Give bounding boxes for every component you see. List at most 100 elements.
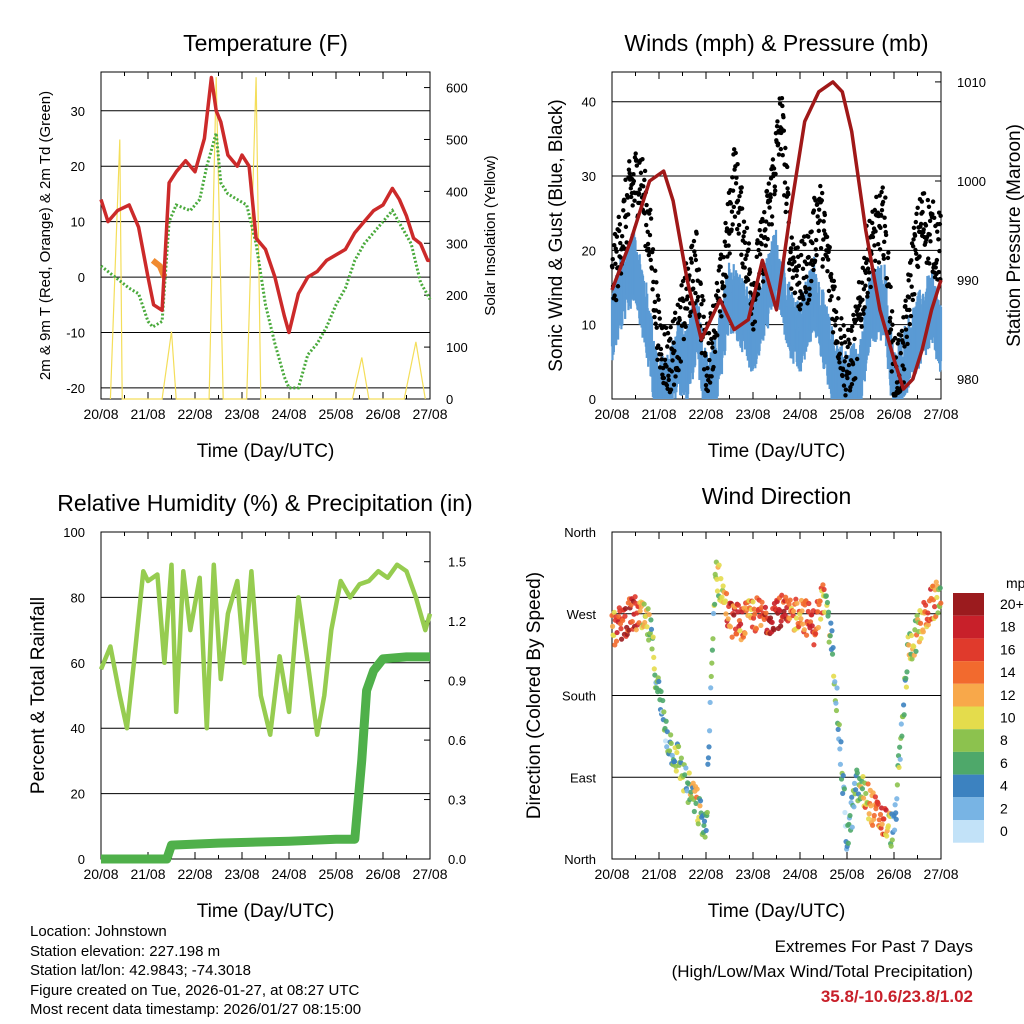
- temp-ylabel-left: 2m & 9m T (Red, Orange) & 2m Td (Green): [37, 91, 54, 380]
- gust-point: [877, 193, 882, 198]
- gust-point: [810, 240, 815, 246]
- gust-point: [908, 313, 914, 319]
- direction-point: [935, 610, 941, 616]
- extremes-subtitle: (High/Low/Max Wind/Total Precipitation): [671, 962, 973, 981]
- gust-point: [755, 238, 760, 243]
- gust-point: [831, 278, 837, 284]
- gust-point: [665, 386, 670, 392]
- direction-point: [898, 721, 904, 727]
- gust-point: [788, 246, 794, 251]
- direction-point: [648, 626, 655, 632]
- direction-point: [663, 718, 669, 724]
- temp-y2tick-label: 100: [446, 340, 468, 355]
- direction-point: [750, 599, 756, 605]
- gust-point: [927, 218, 933, 224]
- gust-point: [727, 251, 732, 256]
- gust-point: [933, 265, 938, 270]
- direction-point: [851, 780, 858, 786]
- direction-point: [903, 675, 909, 682]
- gust-point: [652, 299, 658, 305]
- dir-ytick-label: West: [567, 607, 597, 622]
- gust-point: [892, 335, 898, 341]
- direction-point: [829, 628, 835, 634]
- gust-point: [671, 340, 676, 345]
- gust-point: [937, 248, 942, 254]
- direction-point: [866, 816, 872, 822]
- gust-point: [811, 208, 817, 213]
- gust-point: [885, 255, 891, 261]
- gust-point: [926, 204, 932, 209]
- temp-xtick-label: 27/08: [412, 406, 447, 422]
- gust-point: [876, 241, 881, 247]
- gust-point: [783, 209, 788, 215]
- direction-point: [632, 594, 638, 600]
- gust-point: [692, 253, 698, 258]
- gust-point: [880, 185, 885, 190]
- direction-point: [793, 596, 799, 602]
- gust-point: [767, 198, 773, 204]
- gust-point: [678, 359, 684, 364]
- gust-point: [681, 298, 686, 304]
- gust-point: [668, 324, 673, 330]
- gust-point: [820, 257, 826, 262]
- gust-point: [746, 247, 751, 252]
- direction-point: [794, 600, 800, 606]
- gust-point: [889, 369, 894, 374]
- gust-point: [857, 303, 862, 308]
- gust-point: [779, 96, 785, 101]
- gust-point: [930, 211, 935, 217]
- gust-point: [718, 264, 723, 270]
- direction-point: [849, 824, 855, 830]
- gust-point: [695, 294, 701, 300]
- gust-point: [648, 257, 653, 263]
- direction-point: [731, 612, 737, 618]
- direction-point: [868, 803, 874, 809]
- direction-point: [628, 602, 634, 608]
- direction-point: [838, 739, 844, 745]
- direction-point: [851, 804, 857, 810]
- temp-xtick-label: 22/08: [177, 406, 212, 422]
- gust-point: [722, 239, 727, 244]
- direction-point: [824, 599, 831, 606]
- direction-point: [742, 630, 748, 637]
- gust-point: [798, 252, 804, 258]
- direction-point: [912, 627, 918, 633]
- gust-point: [781, 115, 786, 120]
- direction-point: [723, 611, 729, 617]
- direction-point: [656, 678, 662, 685]
- gust-point: [616, 228, 622, 234]
- gust-point: [730, 188, 736, 193]
- direction-point: [725, 616, 731, 622]
- gust-point: [701, 314, 706, 320]
- extremes-box: Extremes For Past 7 Days (High/Low/Max W…: [672, 934, 973, 1009]
- gust-point: [776, 152, 782, 157]
- wind-xtick-label: 27/08: [923, 406, 958, 422]
- gust-point: [775, 141, 781, 146]
- gust-point: [653, 268, 658, 273]
- gust-point: [855, 306, 861, 312]
- gust-point: [849, 328, 854, 334]
- gust-point: [616, 214, 621, 220]
- gust-point: [751, 327, 756, 332]
- gust-point: [852, 336, 857, 342]
- direction-point: [651, 666, 657, 672]
- gust-point: [739, 206, 745, 211]
- direction-point: [837, 746, 843, 752]
- gust-point: [634, 157, 639, 163]
- gust-point: [725, 254, 730, 259]
- gust-point: [842, 340, 848, 345]
- direction-point: [778, 623, 784, 629]
- gust-point: [890, 322, 895, 327]
- direction-point: [777, 608, 783, 614]
- gust-point: [770, 157, 776, 162]
- direction-point: [753, 626, 759, 632]
- rh-line: [98, 562, 433, 737]
- dir-ytick-label: North: [564, 525, 596, 540]
- gust-point: [836, 356, 841, 361]
- gust-point: [804, 261, 809, 267]
- direction-point: [828, 620, 834, 626]
- gust-point: [653, 321, 658, 326]
- gust-point: [724, 274, 729, 280]
- gust-point: [774, 124, 780, 129]
